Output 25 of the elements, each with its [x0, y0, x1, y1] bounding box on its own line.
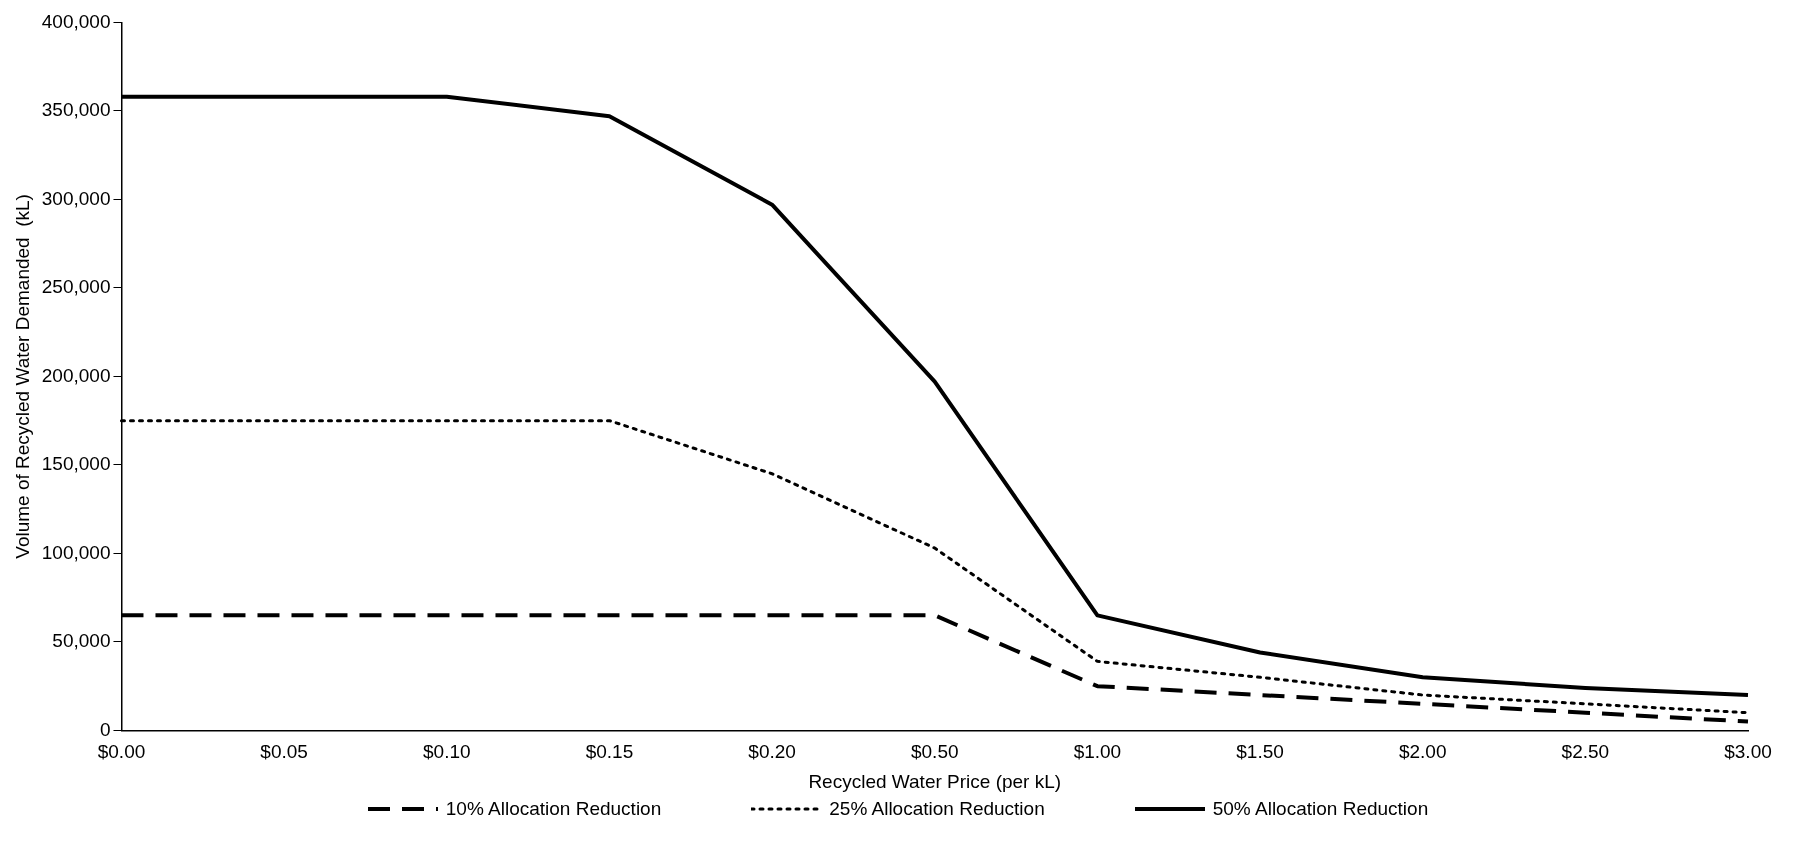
y-axis-title: Volume of Recycled Water Demanded (kL): [11, 194, 33, 559]
legend-label: 10% Allocation Reduction: [445, 798, 662, 820]
y-tick-label: 400,000: [41, 10, 111, 32]
x-tick-label: $0.50: [910, 741, 959, 763]
y-tick-label: 350,000: [41, 99, 111, 121]
x-tick-label: $0.05: [260, 741, 308, 763]
y-tick-label: 50,000: [52, 630, 111, 652]
y-tick-label: 0: [99, 718, 111, 740]
legend-label: 50% Allocation Reduction: [1212, 798, 1429, 820]
x-tick-label: $0.00: [97, 741, 146, 763]
y-tick-label: 150,000: [41, 453, 111, 475]
legend-label: 25% Allocation Reduction: [829, 798, 1045, 820]
x-tick-label: $0.15: [585, 741, 634, 763]
y-tick-label: 250,000: [41, 276, 111, 298]
x-tick-label: $0.20: [748, 741, 796, 763]
x-tick-label: $2.00: [1398, 741, 1447, 763]
x-axis-title: Recycled Water Price (per kL): [808, 770, 1062, 792]
x-tick-label: $3.00: [1724, 741, 1772, 763]
y-tick-label: 300,000: [41, 187, 111, 209]
x-tick-label: $1.00: [1073, 741, 1122, 763]
y-tick-label: 100,000: [41, 541, 111, 563]
x-tick-label: $0.10: [423, 741, 471, 763]
x-tick-label: $1.50: [1236, 741, 1284, 763]
y-tick-label: 200,000: [41, 364, 111, 386]
x-tick-label: $2.50: [1561, 741, 1610, 763]
